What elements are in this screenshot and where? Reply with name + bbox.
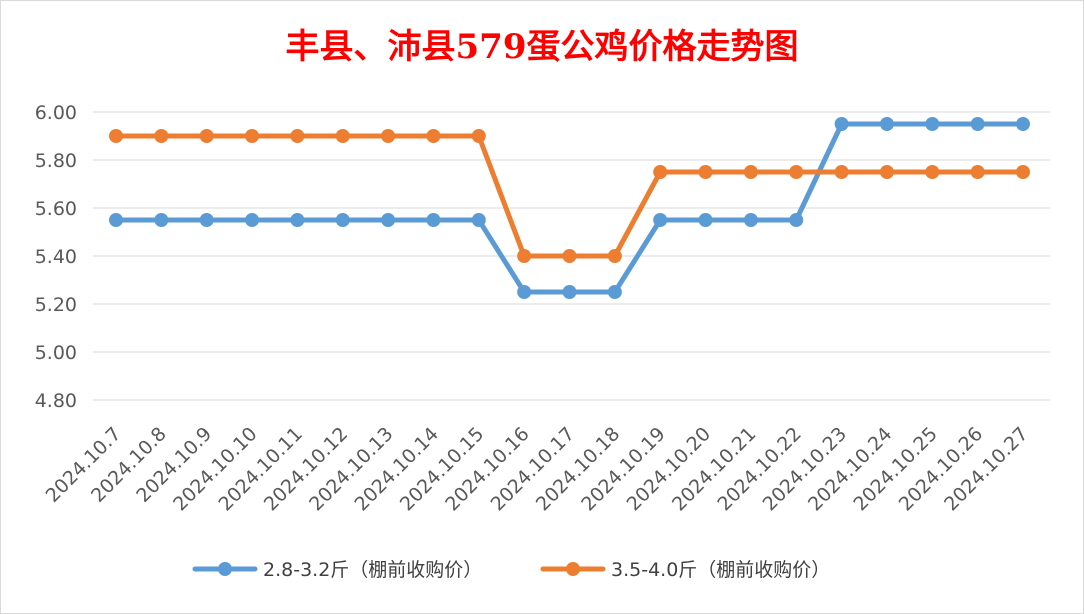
data-point (426, 213, 441, 227)
data-point (109, 213, 123, 227)
y-tick-label: 5.40 (35, 246, 77, 268)
series-2 (109, 129, 1030, 263)
data-point (698, 213, 713, 227)
legend-item: 3.5-4.0斤（棚前收购价） (540, 559, 830, 581)
data-point (290, 213, 305, 227)
data-point (879, 165, 894, 179)
data-point (653, 165, 668, 179)
data-point (970, 117, 985, 131)
data-point (1016, 165, 1030, 179)
data-point (562, 249, 577, 263)
data-point (834, 165, 849, 179)
legend-label: 2.8-3.2斤（棚前收购价） (263, 559, 482, 581)
data-point (1016, 117, 1030, 131)
y-tick-label: 5.60 (35, 198, 77, 220)
data-point (154, 213, 169, 227)
gridlines (93, 111, 1050, 401)
y-axis-ticks: 4.80 5.00 5.20 5.40 5.60 5.80 6.00 (35, 102, 77, 412)
y-tick-label: 4.80 (35, 390, 77, 412)
data-point (834, 117, 849, 131)
legend-item: 2.8-3.2斤（棚前收购价） (192, 559, 482, 581)
chart-title: 丰县、沛县579蛋公鸡价格走势图 (286, 27, 799, 67)
data-point (381, 129, 396, 143)
data-point (925, 165, 940, 179)
y-tick-label: 6.00 (35, 102, 77, 124)
data-point (562, 285, 577, 299)
data-point (381, 213, 396, 227)
data-point (290, 129, 305, 143)
data-point (426, 129, 441, 143)
data-point (653, 213, 668, 227)
y-tick-label: 5.20 (35, 294, 77, 316)
data-point (743, 213, 758, 227)
data-point (154, 129, 169, 143)
data-point (109, 129, 123, 143)
data-point (517, 285, 532, 299)
series-lines (109, 117, 1030, 299)
data-point (245, 129, 260, 143)
data-point (970, 165, 985, 179)
data-point (698, 165, 713, 179)
legend-label: 3.5-4.0斤（棚前收购价） (611, 559, 830, 581)
data-point (789, 165, 804, 179)
data-point (607, 285, 622, 299)
y-tick-label: 5.80 (35, 150, 77, 172)
data-point (517, 249, 532, 263)
data-point (471, 129, 486, 143)
data-point (199, 129, 214, 143)
legend: 2.8-3.2斤（棚前收购价） 3.5-4.0斤（棚前收购价） (192, 559, 830, 581)
legend-marker (218, 562, 232, 576)
data-point (335, 129, 350, 143)
data-point (199, 213, 214, 227)
data-point (471, 213, 486, 227)
data-point (743, 165, 758, 179)
data-point (245, 213, 260, 227)
series-1 (109, 117, 1030, 299)
data-point (335, 213, 350, 227)
data-point (925, 117, 940, 131)
data-point (789, 213, 804, 227)
legend-marker (566, 562, 580, 576)
data-point (607, 249, 622, 263)
y-tick-label: 5.00 (35, 342, 77, 364)
data-point (879, 117, 894, 131)
